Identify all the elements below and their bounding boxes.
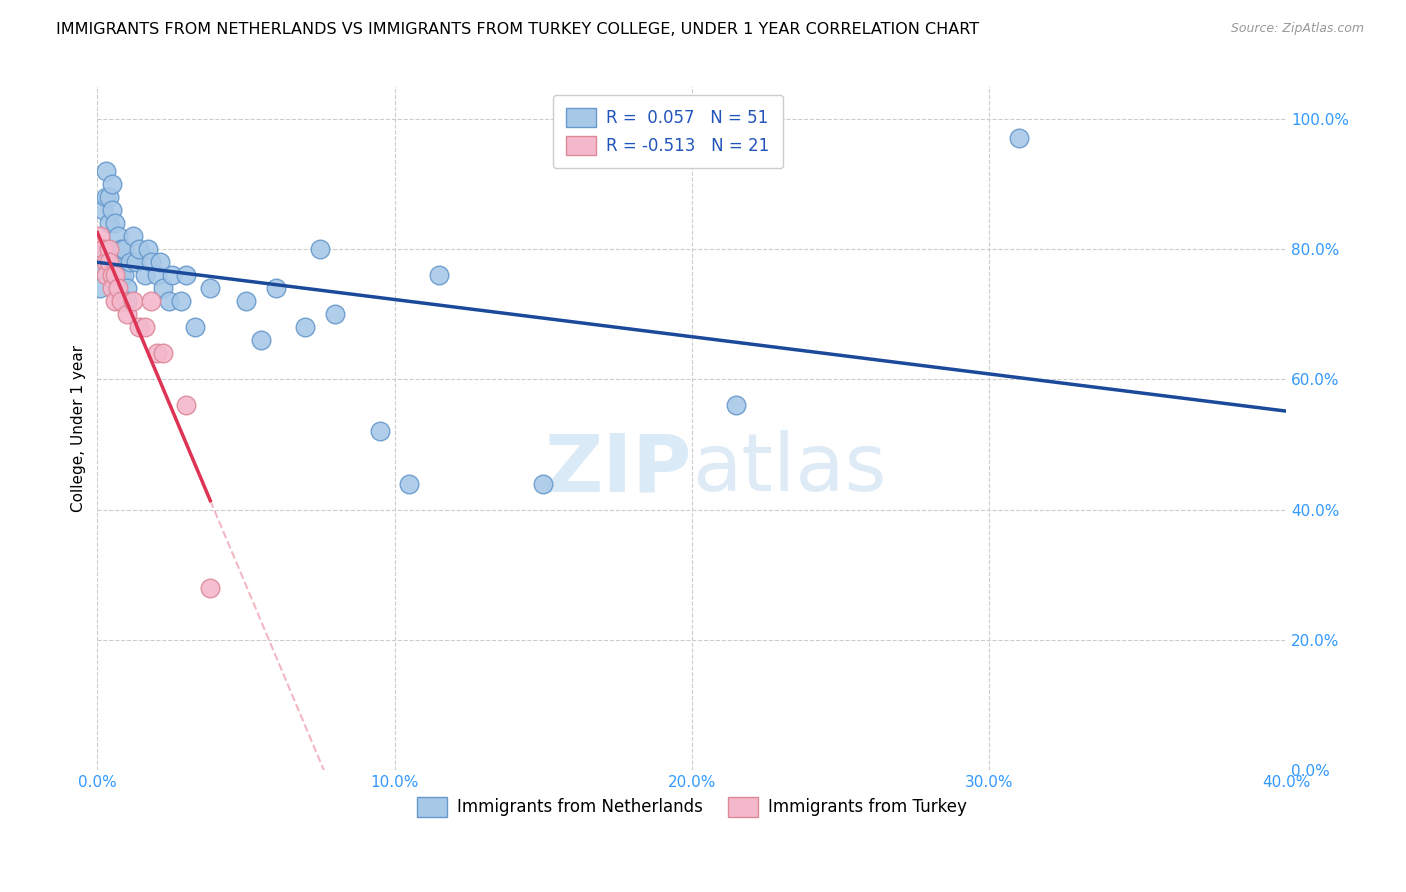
Point (104, 216, 127, 230)
Point (264, 281, 287, 295)
Point (91, 261, 114, 276)
Point (152, 346, 174, 360)
Point (235, 294, 257, 309)
Point (107, 268, 129, 282)
Point (107, 281, 129, 295)
Point (115, 281, 138, 295)
Point (104, 268, 127, 282)
Point (107, 229, 129, 244)
Point (98, 190, 121, 204)
Point (200, 281, 222, 295)
Point (115, 307, 138, 321)
Point (725, 398, 748, 412)
Point (112, 242, 135, 256)
Point (122, 294, 145, 309)
Point (101, 177, 124, 191)
Legend: Immigrants from Netherlands, Immigrants from Turkey: Immigrants from Netherlands, Immigrants … (411, 790, 973, 823)
Point (128, 320, 150, 334)
Point (139, 255, 162, 269)
Text: ZIP: ZIP (544, 430, 692, 508)
Point (96, 268, 118, 282)
Point (169, 294, 191, 309)
Point (368, 425, 391, 439)
Text: atlas: atlas (692, 430, 886, 508)
Point (125, 255, 148, 269)
Point (98, 255, 121, 269)
Point (146, 346, 169, 360)
Point (149, 255, 172, 269)
Point (110, 268, 132, 282)
Point (104, 275, 127, 289)
Point (104, 255, 127, 269)
Point (128, 242, 150, 256)
Point (101, 268, 124, 282)
Point (134, 268, 156, 282)
Point (531, 476, 554, 491)
Point (139, 294, 162, 309)
Text: IMMIGRANTS FROM NETHERLANDS VS IMMIGRANTS FROM TURKEY COLLEGE, UNDER 1 YEAR CORR: IMMIGRANTS FROM NETHERLANDS VS IMMIGRANT… (56, 22, 980, 37)
Point (176, 398, 198, 412)
Point (136, 242, 159, 256)
Point (160, 268, 183, 282)
Point (294, 320, 316, 334)
Point (184, 320, 207, 334)
Point (89, 281, 111, 295)
Point (152, 281, 174, 295)
Point (96, 255, 118, 269)
Point (101, 255, 124, 269)
Point (309, 242, 332, 256)
Point (249, 333, 271, 347)
Point (96, 164, 118, 178)
Text: Source: ZipAtlas.com: Source: ZipAtlas.com (1230, 22, 1364, 36)
Point (398, 476, 420, 491)
Point (115, 294, 138, 309)
Point (89, 229, 111, 244)
Point (101, 281, 124, 295)
Point (98, 216, 121, 230)
Point (110, 294, 132, 309)
Point (91, 202, 114, 217)
Point (146, 268, 169, 282)
Point (101, 202, 124, 217)
Point (1007, 131, 1029, 145)
Y-axis label: College, Under 1 year: College, Under 1 year (72, 344, 86, 512)
Point (200, 581, 222, 595)
Point (157, 294, 180, 309)
Point (323, 307, 346, 321)
Point (96, 190, 118, 204)
Point (91, 242, 114, 256)
Point (107, 255, 129, 269)
Point (112, 268, 135, 282)
Point (118, 255, 141, 269)
Point (427, 268, 450, 282)
Point (134, 320, 156, 334)
Point (122, 229, 145, 244)
Point (104, 294, 127, 309)
Point (98, 242, 121, 256)
Point (110, 242, 132, 256)
Point (96, 242, 118, 256)
Point (176, 268, 198, 282)
